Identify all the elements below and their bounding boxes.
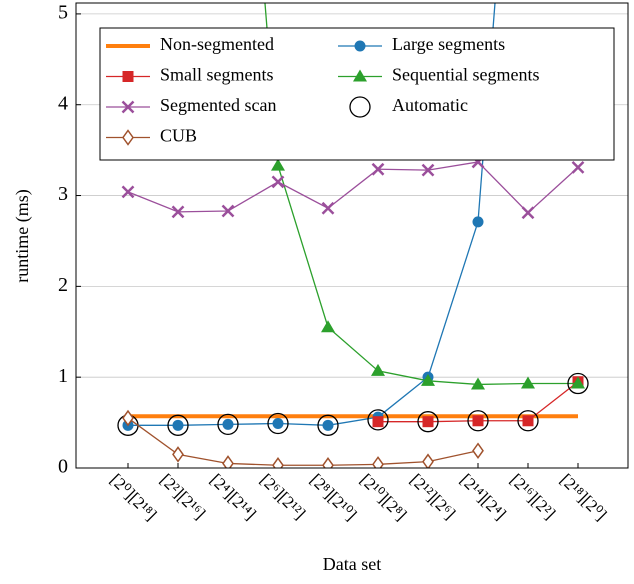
x-tick-label: [2⁴][2¹⁴]	[206, 470, 259, 523]
marker	[521, 376, 535, 389]
plot-frame	[75, 2, 629, 469]
marker	[421, 373, 435, 386]
marker	[467, 410, 489, 432]
marker	[322, 456, 334, 468]
marker	[167, 414, 189, 436]
marker	[122, 71, 134, 82]
marker	[472, 415, 484, 427]
legend-label: Large segments	[392, 34, 505, 54]
marker	[471, 377, 485, 390]
legend-label: Non-segmented	[160, 34, 274, 54]
marker	[321, 320, 335, 333]
x-tick-label: [2⁶][2¹²]	[256, 470, 309, 523]
marker	[317, 414, 339, 436]
legend-label: Segmented scan	[160, 95, 276, 115]
marker	[221, 204, 235, 218]
marker	[171, 205, 185, 219]
y-tick-label: 1	[58, 365, 68, 387]
marker	[367, 409, 389, 431]
marker	[571, 376, 585, 389]
legend: Non-segmented Large segments Small segment…	[99, 27, 615, 161]
x-axis-label: Data set	[323, 554, 381, 574]
marker	[172, 419, 184, 431]
legend-label: Small segments	[160, 65, 274, 85]
x-tick-label: [2¹⁸][2⁰]	[556, 470, 610, 524]
y-axis-label: runtime (ms)	[12, 189, 33, 282]
marker	[421, 163, 435, 177]
marker	[521, 206, 535, 220]
marker	[422, 453, 434, 468]
x-tick-label: [2¹⁰][2⁸]	[356, 470, 410, 524]
marker	[121, 100, 135, 114]
x-tick-label: [2¹⁶][2²]	[506, 470, 559, 523]
x-tick-label: [2¹⁴][2⁴]	[456, 470, 509, 523]
legend-label: Sequential segments	[392, 65, 539, 85]
marker	[272, 456, 284, 468]
marker	[567, 372, 589, 395]
x-tick-label: [2²][2¹⁶]	[156, 470, 209, 523]
x-tick-label: [2⁰][2¹⁸]	[106, 470, 160, 524]
marker	[321, 201, 335, 215]
marker	[172, 446, 184, 463]
y-tick-label: 3	[58, 183, 68, 205]
marker	[517, 410, 539, 432]
marker	[472, 442, 484, 460]
y-tick-label: 5	[58, 1, 68, 23]
marker	[372, 456, 384, 468]
y-tick-label: 4	[58, 92, 68, 114]
marker	[122, 129, 134, 146]
marker	[354, 40, 366, 52]
legend-label: CUB	[160, 126, 197, 146]
marker	[371, 162, 385, 176]
marker	[267, 412, 289, 435]
marker	[222, 455, 234, 468]
y-tick-label: 0	[58, 456, 68, 478]
marker	[349, 96, 371, 118]
marker	[272, 417, 284, 429]
marker	[353, 69, 367, 82]
y-tick-label: 2	[58, 274, 68, 296]
marker	[571, 161, 585, 174]
marker	[222, 418, 234, 430]
series-line	[127, 417, 479, 466]
x-tick-label: [2⁸][2¹⁰]	[306, 470, 360, 524]
legend-label: Automatic	[392, 95, 468, 115]
plot-area	[117, 3, 589, 468]
marker	[472, 216, 484, 228]
marker	[372, 416, 384, 428]
x-tick-label: [2¹²][2⁶]	[406, 470, 459, 523]
marker	[122, 409, 134, 427]
marker	[417, 411, 439, 433]
marker	[522, 415, 534, 427]
marker	[422, 416, 434, 428]
marker	[271, 175, 285, 189]
marker	[271, 158, 285, 171]
marker	[217, 413, 239, 436]
marker	[121, 185, 135, 199]
marker	[322, 419, 334, 431]
series-line	[264, 3, 578, 386]
marker	[371, 363, 385, 376]
series-line	[127, 161, 579, 214]
